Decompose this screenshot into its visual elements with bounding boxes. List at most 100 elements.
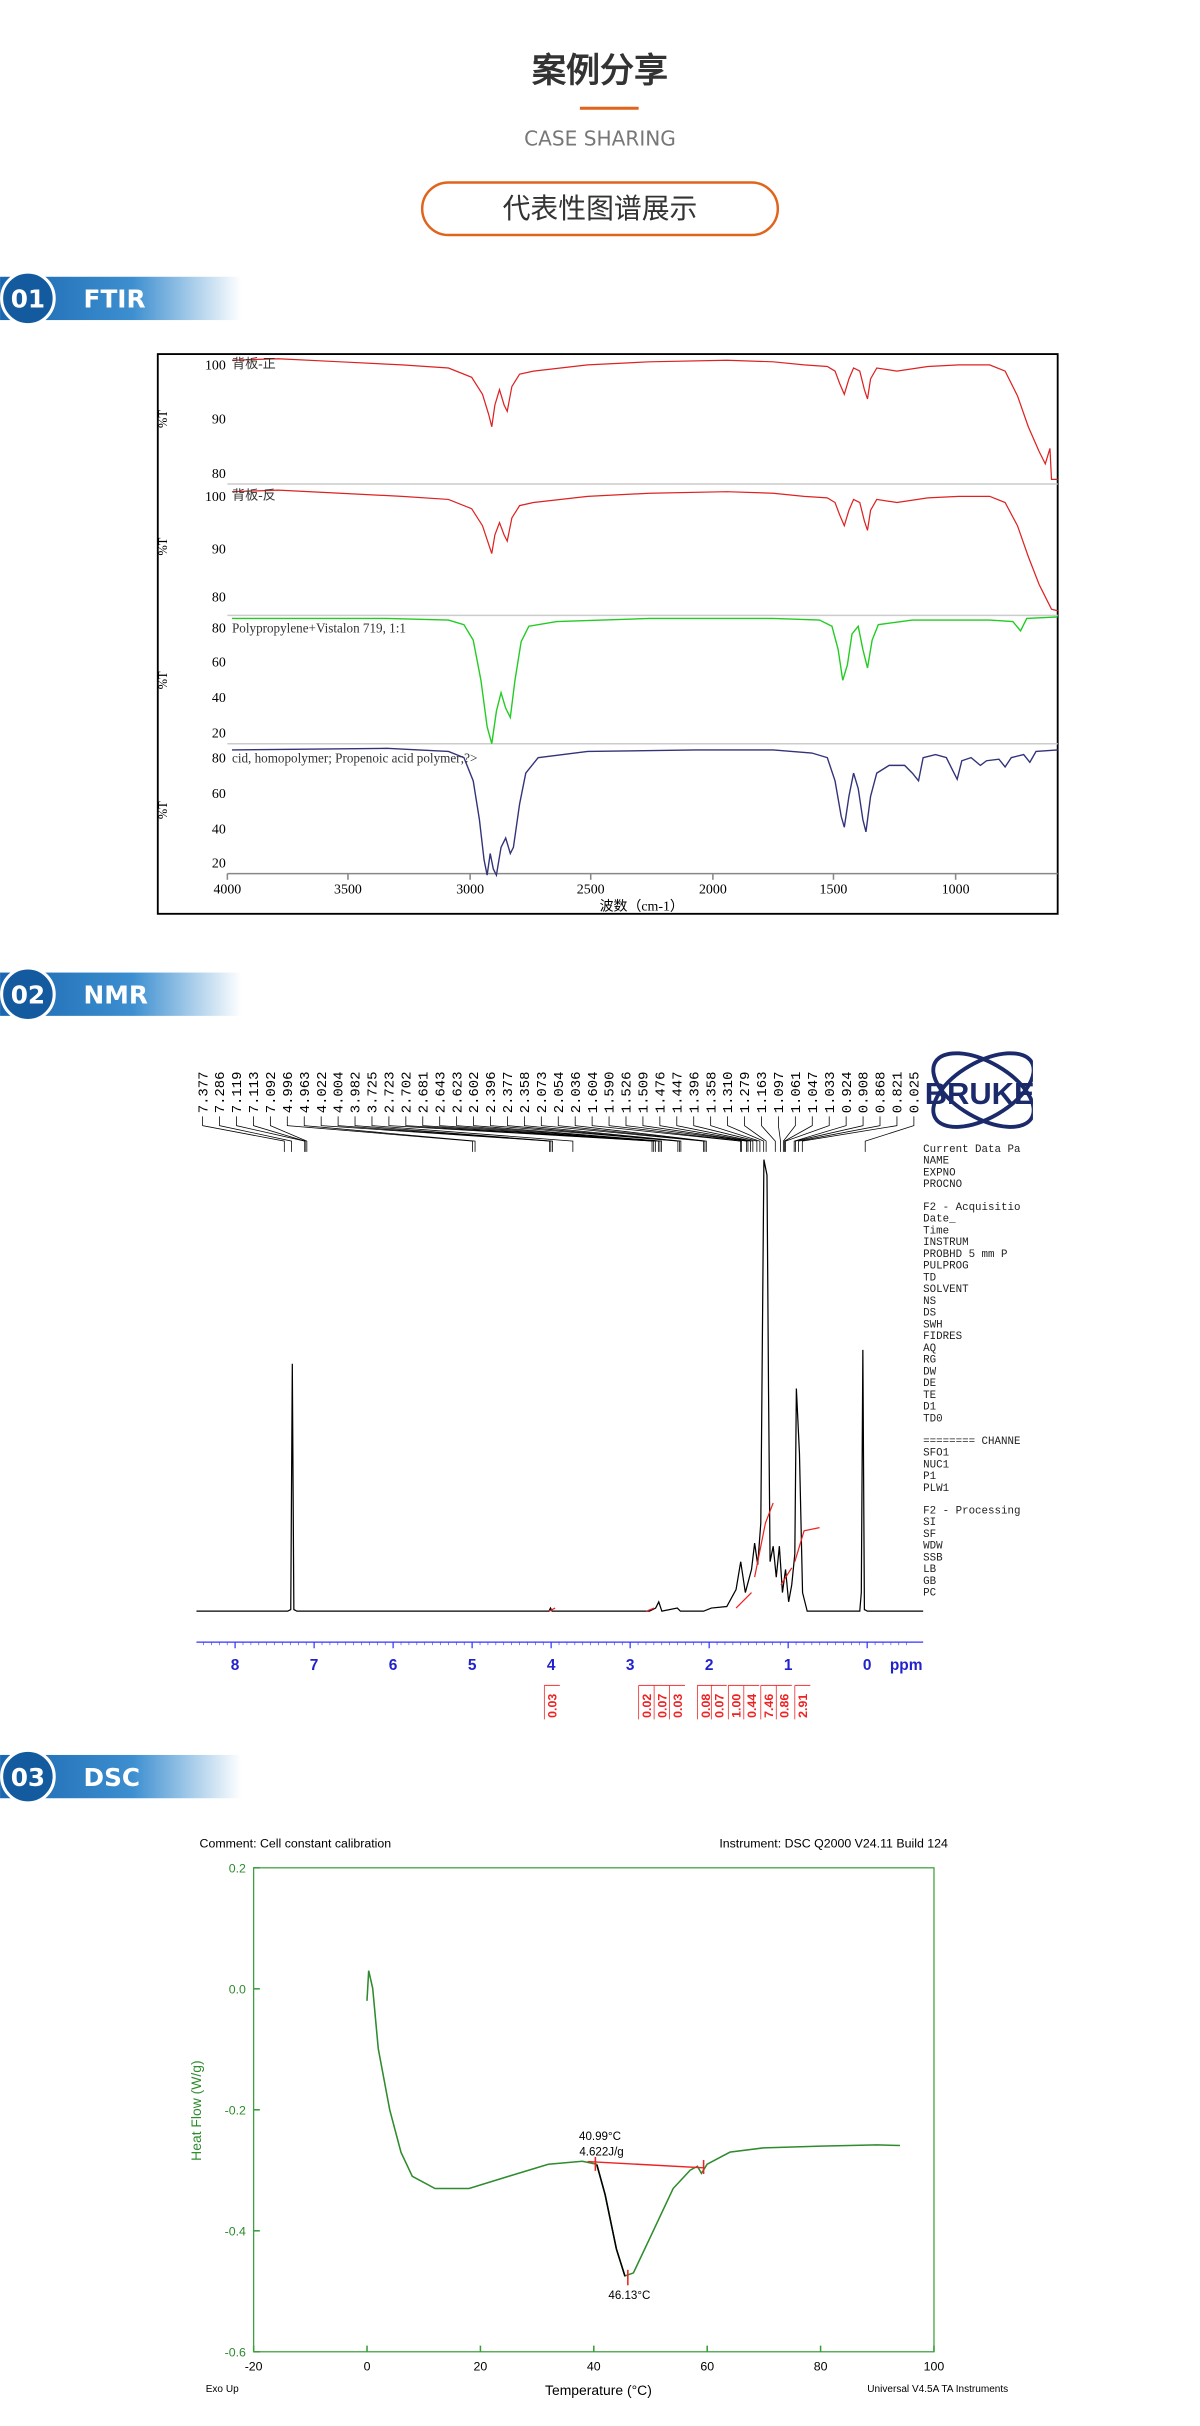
peak-label: 0.821 bbox=[891, 1072, 907, 1114]
peak-leader bbox=[864, 1116, 915, 1152]
param-line: PLW1 bbox=[923, 1483, 949, 1495]
peak-label: 1.097 bbox=[772, 1072, 788, 1114]
logo-orbit bbox=[931, 1051, 1033, 1129]
pill-button-label: 代表性图谱展示 bbox=[503, 192, 698, 225]
peak-label: 2.643 bbox=[433, 1072, 449, 1114]
x-tick-label: 4 bbox=[547, 1657, 556, 1674]
peak-leader bbox=[540, 1116, 704, 1152]
param-line: EXPNO bbox=[923, 1167, 955, 1179]
peak-leader bbox=[625, 1116, 747, 1152]
section-number: 03 bbox=[11, 1763, 45, 1792]
dsc-instrument: Instrument: DSC Q2000 V24.11 Build 124 bbox=[719, 1837, 948, 1851]
y-axis-title: %T bbox=[156, 410, 170, 428]
peak-label: 0.908 bbox=[857, 1072, 873, 1114]
y-tick-label: 80 bbox=[212, 621, 226, 636]
peak-leader bbox=[337, 1116, 552, 1152]
y-axis-title: %T bbox=[156, 537, 170, 555]
y-axis-title: %T bbox=[156, 671, 170, 689]
peak-label: 2.054 bbox=[552, 1072, 568, 1114]
integral-label: 0.07 bbox=[713, 1694, 727, 1718]
peak-leader bbox=[676, 1116, 754, 1152]
peak-label: 2.623 bbox=[450, 1072, 466, 1114]
peak-label: 1.526 bbox=[620, 1072, 636, 1114]
param-line: F2 - Processing bbox=[923, 1505, 1020, 1517]
x-tick-label: 80 bbox=[814, 2359, 828, 2373]
x-axis-unit: ppm bbox=[890, 1657, 923, 1674]
param-line: WDW bbox=[923, 1541, 943, 1553]
x-tick-label: 3000 bbox=[456, 883, 484, 898]
section-label: NMR bbox=[84, 980, 148, 1009]
x-tick-label: 0 bbox=[863, 1657, 872, 1674]
param-line: Time bbox=[923, 1225, 949, 1237]
integral-label: 7.46 bbox=[762, 1694, 776, 1718]
dsc-figure: Comment: Cell constant calibration Instr… bbox=[188, 1837, 1008, 2398]
param-line: NAME bbox=[923, 1156, 949, 1168]
ftir-labels: 4000 3500 3000 2500 2000 1500 1000 波数（cm-1） 背板-正… bbox=[156, 356, 970, 915]
integral-label: 0.03 bbox=[671, 1694, 685, 1718]
exo-label: Exo Up bbox=[206, 2384, 239, 2395]
x-tick-label: 2500 bbox=[577, 883, 605, 898]
param-line: RG bbox=[923, 1355, 936, 1367]
nmr-spectrum bbox=[196, 1159, 924, 1612]
peak-label: 1.163 bbox=[755, 1072, 771, 1114]
x-tick-label: 8 bbox=[231, 1657, 240, 1674]
integral-label: 2.91 bbox=[796, 1694, 810, 1718]
peak-leader bbox=[354, 1116, 553, 1152]
x-tick-label: 1000 bbox=[942, 883, 970, 898]
peak-label: 1.358 bbox=[704, 1072, 720, 1114]
param-line: AQ bbox=[923, 1343, 936, 1355]
bruker-logo: BRUKER bbox=[925, 1076, 1057, 1111]
spectrum-line bbox=[231, 358, 1058, 480]
y-tick-label: 20 bbox=[212, 727, 226, 742]
section-number: 01 bbox=[11, 285, 45, 314]
integral-label: 1.00 bbox=[730, 1694, 744, 1718]
x-tick-label: 0 bbox=[364, 2359, 371, 2373]
peak-label: 2.723 bbox=[383, 1072, 399, 1114]
nmr-peak-labels: 7.377 7.286 7.119 7.113 7.092 4.996 4.963 4.022… bbox=[196, 1072, 924, 1152]
param-line: TD0 bbox=[923, 1413, 942, 1425]
peak-leader bbox=[784, 1116, 813, 1152]
peak-leader bbox=[744, 1116, 767, 1152]
x-tick-label: 3500 bbox=[334, 883, 362, 898]
peak-leader bbox=[236, 1116, 306, 1152]
peak-leader bbox=[405, 1116, 655, 1152]
param-line: F2 - Acquisitio bbox=[923, 1202, 1020, 1214]
peak-temp: 46.13°C bbox=[608, 2290, 650, 2302]
x-tick-label: 1 bbox=[784, 1657, 793, 1674]
param-line: NS bbox=[923, 1296, 936, 1308]
peak-label: 1.447 bbox=[670, 1072, 686, 1114]
x-tick-label: 4000 bbox=[213, 883, 241, 898]
page-subtitle: CASE SHARING bbox=[524, 126, 676, 150]
integral-label: 0.02 bbox=[640, 1694, 654, 1718]
param-line: PROBHD 5 mm P bbox=[923, 1249, 1007, 1261]
param-line: P1 bbox=[923, 1471, 936, 1483]
param-line: TE bbox=[923, 1390, 936, 1402]
integral-label: 0.44 bbox=[745, 1694, 759, 1718]
peak-leader bbox=[574, 1116, 707, 1152]
x-tick-label: 5 bbox=[468, 1657, 477, 1674]
peak-leader bbox=[608, 1116, 742, 1152]
y-tick-label: 0.2 bbox=[229, 1861, 246, 1875]
peak-leader bbox=[507, 1116, 680, 1152]
peak-leader bbox=[320, 1116, 550, 1152]
peak-label: 0.025 bbox=[908, 1072, 924, 1114]
pill-button bbox=[420, 181, 780, 237]
section-bars: 01 FTIR 02 NMR 03 DSC bbox=[0, 270, 242, 1805]
y-tick-label: 100 bbox=[205, 359, 226, 374]
peak-label: 3.725 bbox=[366, 1072, 382, 1114]
x-tick-label: 3 bbox=[626, 1657, 635, 1674]
peak-label: 1.033 bbox=[823, 1072, 839, 1114]
peak-leader bbox=[253, 1116, 306, 1152]
spectrum-line bbox=[232, 616, 1058, 744]
peak-leader bbox=[785, 1116, 830, 1152]
panel-name: 背板-正 bbox=[232, 356, 276, 371]
peak-leader bbox=[782, 1116, 796, 1152]
peak-label: 2.602 bbox=[467, 1072, 483, 1114]
peak-label: 2.681 bbox=[416, 1072, 432, 1114]
section-number: 02 bbox=[11, 980, 45, 1009]
y-tick-label: 60 bbox=[212, 787, 226, 802]
peak-leader bbox=[371, 1116, 574, 1152]
